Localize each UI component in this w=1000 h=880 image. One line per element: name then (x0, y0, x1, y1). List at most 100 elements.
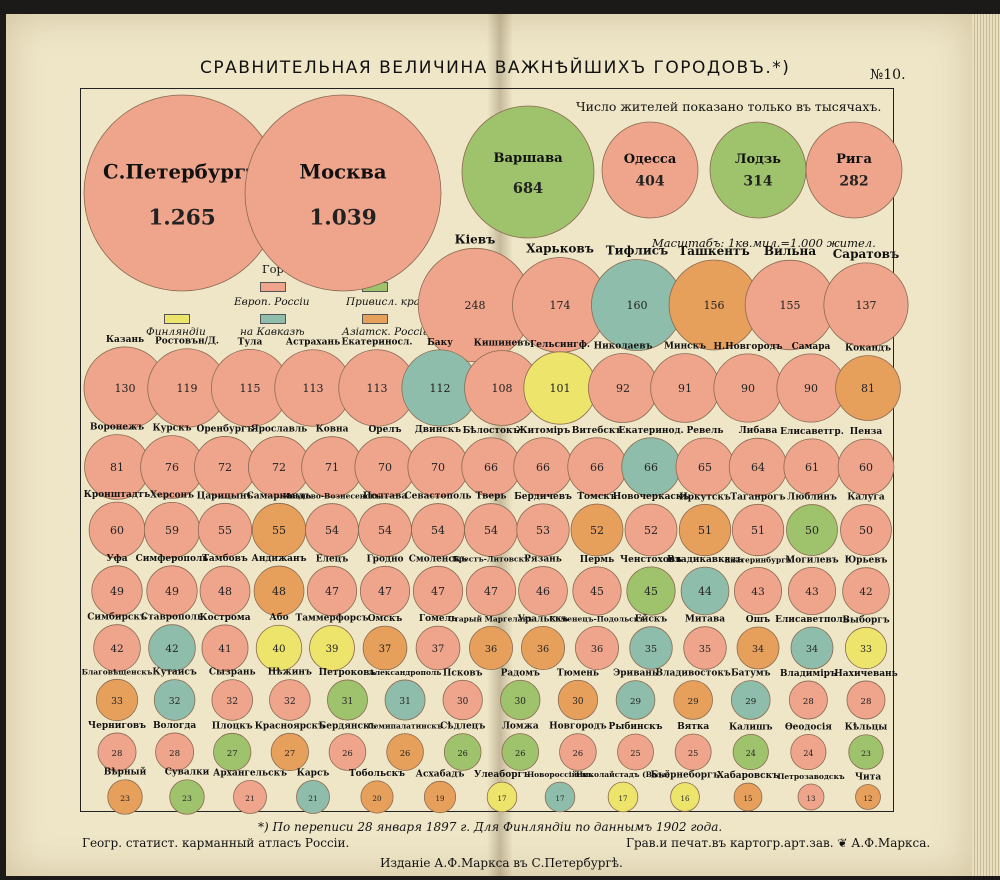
footer-atlas-name: Геогр. статист. карманный атласъ Россіи. (82, 836, 350, 850)
city-circle (516, 503, 570, 557)
city-name: Гомель (419, 614, 457, 624)
city-value: 66 (536, 461, 550, 474)
city-name: Карсъ (297, 769, 330, 779)
city-елецъ: 47 Елецъ (306, 554, 358, 617)
city-name: Черниговъ (88, 721, 146, 731)
city-circle (93, 624, 141, 672)
legend-label-vistula: Привисл. краѣ (346, 296, 430, 308)
city-circle (423, 780, 457, 814)
city-circle (617, 733, 654, 771)
city-name: Тобольскъ (349, 768, 405, 779)
city-value: 16 (681, 795, 690, 803)
city-андижанъ: 48 Андижанъ (251, 554, 307, 617)
city-name: Симферополь (136, 554, 209, 564)
city-circle (615, 680, 656, 720)
city-name: Чита (855, 773, 881, 783)
city-circle (199, 565, 251, 617)
city-митава: 35 Митава (683, 615, 727, 670)
city-value: 17 (498, 795, 507, 803)
city-пермь: 45 Пермь (572, 555, 622, 616)
city-name: Ченстоховъ (620, 555, 682, 565)
city-circle (211, 679, 253, 721)
city-name: Ковна (316, 425, 349, 435)
city-тюмень: 30 Тюмень (557, 668, 599, 721)
city-circle (731, 503, 785, 557)
city-царицынъ: 55 Царицынъ (197, 491, 253, 558)
city-name: Симбирскъ (87, 612, 147, 623)
city-name: Рязань (524, 555, 562, 565)
city-value: 30 (457, 697, 469, 707)
city-name: Вологда (153, 721, 196, 731)
city-value: 52 (644, 524, 658, 537)
legend-label-caucasus: на Кавказѣ (240, 326, 305, 338)
city-name: Петроковъ (319, 668, 377, 678)
city-ростовън-д: 119 Ростовън/Д. (147, 337, 227, 428)
city-тифлисъ: 160 Тифлисъ (591, 243, 683, 351)
city-circle (790, 626, 834, 670)
city-name: Новгородъ (549, 722, 607, 732)
city-value: 23 (120, 794, 130, 803)
city-name: Уфа (106, 554, 127, 564)
city-name: Полтава (363, 492, 408, 502)
city-name: Кокандъ (845, 344, 891, 354)
city-семипалатинскъ: 26 Семипалатинскъ (368, 722, 443, 771)
city-ревель: 65 Ревель (675, 426, 735, 497)
city-новгородъ: 26 Новгородъ (549, 722, 607, 771)
city-вильна: 155 Вильна (744, 244, 836, 351)
city-value: 108 (492, 382, 513, 395)
city-name: Александрополь (369, 668, 442, 677)
city-иркутскъ: 51 Иркутскъ (678, 492, 732, 557)
legend-label-finland: Финляндіи (146, 326, 206, 338)
city-name: Курскъ (152, 424, 191, 434)
city-circle (415, 625, 461, 671)
city-тамбовъ: 48 Тамбовъ (199, 553, 251, 617)
city-value: 137 (856, 299, 877, 312)
city-circle (673, 680, 713, 720)
city-name: Бердичевъ (514, 492, 572, 502)
city-кишиневъ: 108 Кишиневъ (464, 339, 540, 426)
city-value: 37 (432, 644, 445, 655)
city-value: 37 (379, 644, 392, 655)
city-name: Владиміръ (780, 669, 837, 679)
city-circle (468, 626, 513, 671)
city-name: Иркутскъ (679, 492, 731, 502)
city-нахичевань: 28 Нахичевань (834, 669, 898, 720)
city-москва: 1.039 Москва (244, 94, 442, 292)
city-value: 72 (272, 461, 286, 474)
city-circle (244, 94, 442, 292)
city-name: С.Петербургъ (103, 160, 261, 183)
city-circle (146, 565, 198, 617)
city-владивостокъ: 29 Владивостокъ (656, 669, 731, 720)
city-name: Асхабадъ (416, 768, 465, 779)
city-circle (733, 782, 763, 812)
city-value: 54 (378, 524, 392, 537)
city-value: 47 (431, 585, 445, 598)
city-name: Томскъ (577, 492, 616, 502)
city-name: Выборгъ (842, 614, 889, 625)
city-circle (835, 355, 901, 421)
city-старый-маргеланъ: 36 Старый Маргеланъ (448, 614, 534, 671)
city-value: 160 (627, 299, 648, 312)
city-name: Плоцкъ (212, 721, 253, 731)
city-value: 28 (861, 697, 872, 707)
city-value: 34 (752, 644, 764, 655)
city-name: Екатеринод. (618, 426, 683, 436)
city-circle (486, 781, 518, 813)
city-оренбургъ: 72 Оренбургъ (194, 423, 256, 498)
city-circle (624, 503, 678, 557)
city-полтава: 54 Полтава (358, 492, 412, 557)
city-name: Старый Маргеланъ (448, 614, 534, 623)
page-title: СРАВНИТЕЛЬНАЯ ВЕЛИЧИНА ВАЖНѢЙШИХЪ ГОРОДО… (200, 58, 791, 78)
city-name: Иваново-Вознесенскъ (283, 492, 381, 501)
city-circle (674, 733, 712, 771)
city-пенза: 60 Пенза (837, 427, 895, 496)
city-value: 54 (484, 524, 498, 537)
city-або: 40 Або (255, 612, 303, 672)
city-value: 1.039 (309, 205, 376, 230)
city-circle (155, 732, 195, 772)
city-владикавказъ: 44 Владикавказъ (667, 555, 743, 616)
city-ѳеодосія: 24 Ѳеодосія (785, 722, 832, 771)
city-севастополь: 54 Севастополь (404, 492, 472, 557)
city-circle (790, 733, 827, 771)
city-circle (733, 566, 783, 616)
